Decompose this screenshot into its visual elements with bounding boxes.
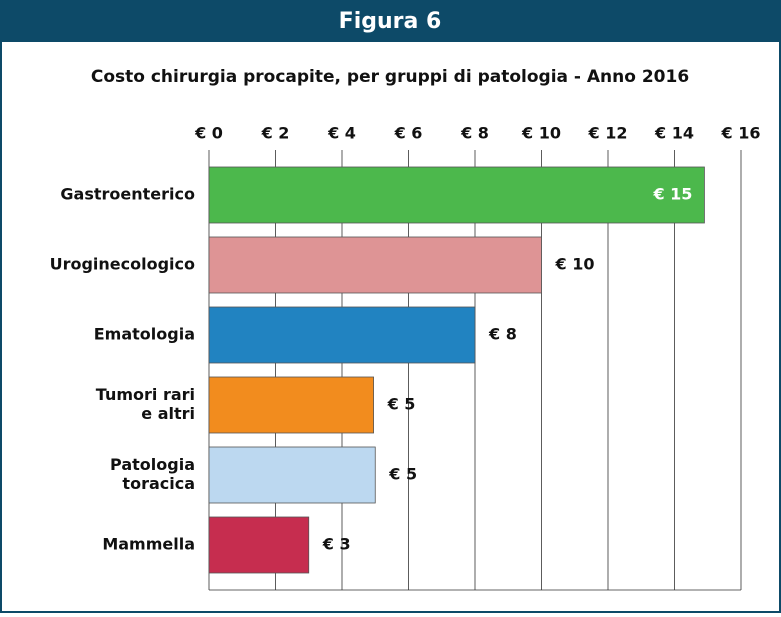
x-tick-label: € 2	[261, 124, 290, 143]
x-tick-label: € 16	[721, 124, 761, 143]
header-title: Figura 6	[339, 9, 442, 34]
bar	[208, 166, 705, 224]
value-label: € 5	[388, 465, 417, 484]
bar	[208, 516, 310, 574]
x-tick-label: € 0	[194, 124, 223, 143]
y-tick-label: Mammella	[102, 535, 195, 554]
x-tick-label: € 6	[394, 124, 423, 143]
y-tick-label: Ematologia	[94, 325, 195, 344]
x-tick-label: € 8	[460, 124, 489, 143]
value-label: € 5	[387, 395, 416, 414]
x-tick-label: € 12	[588, 124, 628, 143]
x-tick-label: € 4	[327, 124, 356, 143]
value-label: € 3	[322, 535, 351, 554]
value-label: € 10	[555, 255, 595, 274]
y-tick-label: Gastroenterico	[60, 185, 195, 204]
y-tick-label: e altri	[141, 404, 195, 423]
x-tick-label: € 14	[654, 124, 694, 143]
bar	[208, 376, 374, 434]
x-tick-label: € 10	[521, 124, 561, 143]
bar	[208, 306, 476, 364]
y-tick-label: toracica	[122, 474, 195, 493]
value-label: € 8	[488, 325, 517, 344]
y-tick-label: Patologia	[110, 455, 195, 474]
bar	[208, 236, 542, 294]
chart-title: Costo chirurgia procapite, per gruppi di…	[91, 67, 689, 87]
y-tick-label: Uroginecologico	[50, 255, 195, 274]
value-label: € 15	[652, 185, 692, 204]
header-bar	[0, 0, 781, 42]
bar	[208, 446, 376, 504]
y-tick-label: Tumori rari	[96, 385, 195, 404]
